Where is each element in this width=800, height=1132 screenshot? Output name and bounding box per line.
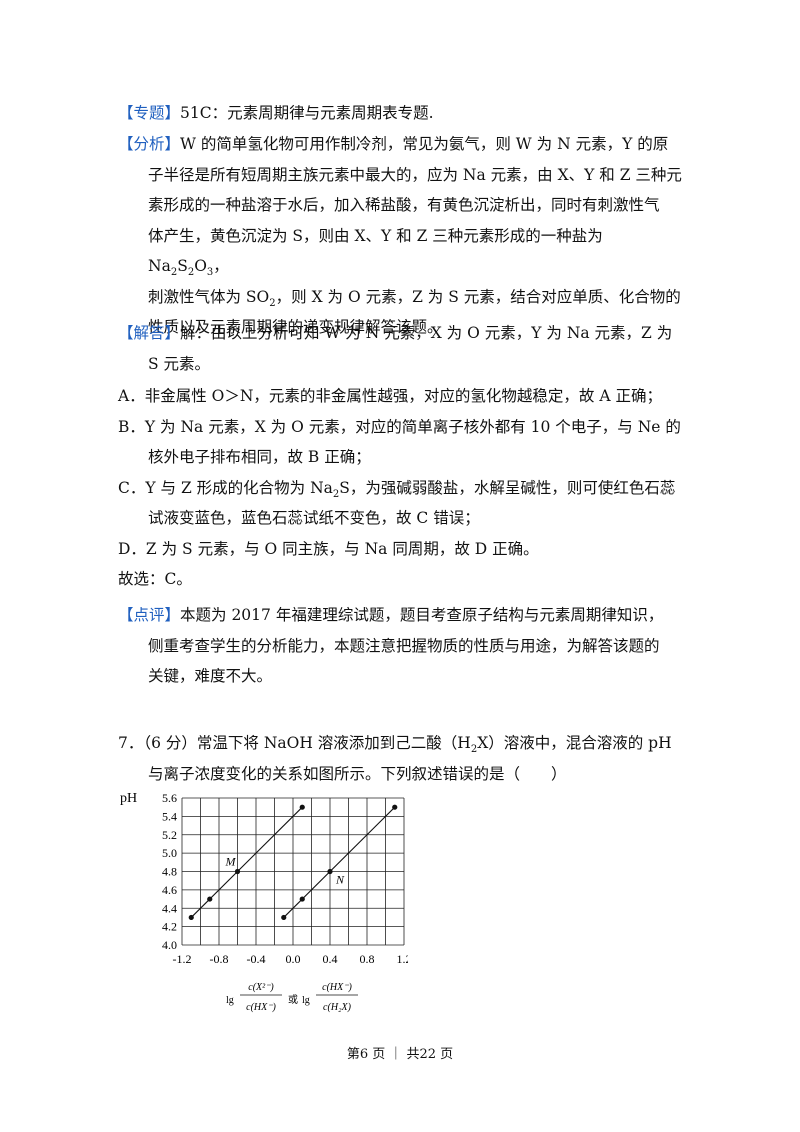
comment-line-3: 关键，难度不大。 — [148, 667, 273, 685]
series-label-M: M — [225, 855, 237, 869]
svg-text:c(H₂X): c(H₂X) — [323, 1002, 352, 1013]
analysis-block: 【分析】W 的简单氢化物可用作制冷剂，常见为氨气，则 W 为 N 元素，Y 的原… — [118, 129, 686, 343]
chart-ticks: 4.0 4.2 4.4 4.6 4.8 5.0 5.2 5.4 5.6 -1.2 -0.8 -0.4 0… — [162, 791, 408, 966]
chart-series: MN — [188, 804, 398, 921]
series-label-N: N — [335, 873, 345, 887]
ph-chart: 4.0 4.2 4.4 4.6 4.8 5.0 5.2 5.4 5.6 -1.2 -0.8 -0.4 0… — [120, 791, 408, 1013]
option-c-line-1: C．Y 与 Z 形成的化合物为 Na2S，为强碱弱酸盐，水解呈碱性，则可使红色石… — [118, 478, 676, 500]
y-axis-label: pH — [120, 791, 137, 806]
question-line-2: 与离子浓度变化的关系如图所示。下列叙述错误的是（ ） — [148, 764, 567, 783]
answer-line-2: S 元素。 — [148, 354, 211, 373]
series-line-M — [190, 806, 303, 918]
svg-text:c(X²⁻): c(X²⁻) — [248, 982, 274, 993]
x-tick-label: -0.8 — [210, 952, 229, 966]
comment-line-2: 侧重考查学生的分析能力，本题注意把握物质的性质与用途，为解答该题的 — [148, 636, 660, 655]
question-line-1: 7．（6 分）常温下将 NaOH 溶液添加到己二酸（H2X）溶液中，混合溶液的 … — [118, 734, 672, 756]
svg-text:c(HX⁻): c(HX⁻) — [246, 1002, 276, 1013]
analysis-line-3: 素形成的一种盐溶于水后，加入稀盐酸，有黄色沉淀析出，同时有刺激性气 — [148, 196, 660, 214]
svg-text:或: 或 — [288, 994, 298, 1006]
y-tick-label: 4.6 — [162, 883, 177, 897]
y-tick-label: 5.0 — [162, 846, 177, 860]
analysis-line-5: 刺激性气体为 SO2，则 X 为 O 元素，Z 为 S 元素，结合对应单质、化合… — [148, 287, 681, 309]
x-tick-label: 1.2 — [397, 952, 409, 966]
data-point-M — [188, 914, 194, 921]
data-point-M — [299, 804, 305, 810]
question-block: 7．（6 分）常温下将 NaOH 溶液添加到己二酸（H2X）溶液中，混合溶液的 … — [118, 728, 686, 789]
topic-line: 【专题】51C：元素周期律与元素周期表专题. — [118, 98, 686, 129]
choice-line: 故选：C。 — [118, 570, 192, 588]
answer-line-1: 解：由以上分析可知 W 为 N 元素，X 为 O 元素，Y 为 Na 元素，Z … — [180, 324, 673, 342]
x-tick-label: -0.4 — [247, 952, 266, 966]
data-point-M — [234, 868, 241, 875]
y-tick-label: 4.0 — [162, 938, 177, 952]
y-tick-label: 4.2 — [162, 920, 177, 934]
series-line-N — [283, 806, 396, 918]
comment-tag: 【点评】 — [118, 606, 181, 624]
x-axis-label: lg c(X²⁻) c(HX⁻) 或 lg c(HX⁻) c(H₂X) — [226, 982, 358, 1013]
option-c-line-2: 试液变蓝色，蓝色石蕊试纸不变色，故 C 错误； — [148, 509, 480, 527]
x-tick-label: -1.2 — [173, 952, 192, 966]
x-tick-label: 0.4 — [323, 952, 338, 966]
analysis-line-2: 子半径是所有短周期主族元素中最大的，应为 Na 元素，由 X、Y 和 Z 三种元 — [148, 165, 682, 184]
option-b-line-2: 核外电子排布相同，故 B 正确； — [148, 448, 371, 466]
y-tick-label: 4.8 — [162, 865, 177, 879]
page-footer: 第6 页 ｜ 共22 页 — [346, 1047, 454, 1062]
data-point-N — [281, 914, 287, 921]
y-tick-label: 4.4 — [162, 901, 177, 915]
comment-block: 【点评】本题为 2017 年福建理综试题，题目考查原子结构与元素周期律知识， 侧… — [118, 600, 686, 692]
analysis-line-4: 体产生，黄色沉淀为 S，则由 X、Y 和 Z 三种元素形成的一种盐为 Na2S2… — [148, 226, 603, 279]
answer-tag: 【解答】 — [118, 324, 181, 342]
chart-grid — [181, 797, 405, 946]
y-tick-label: 5.2 — [162, 828, 177, 842]
options-block: A．非金属性 O＞N，元素的非金属性越强，对应的氢化物越稳定，故 A 正确； B… — [118, 381, 686, 595]
svg-text:lg: lg — [302, 995, 310, 1006]
y-tick-label: 5.4 — [162, 809, 177, 823]
data-point-M — [207, 896, 213, 902]
option-b-line-1: B．Y 为 Na 元素，X 为 O 元素，对应的简单离子核外都有 10 个电子，… — [118, 417, 681, 436]
option-d: D．Z 为 S 元素，与 O 同主族，与 Na 同周期，故 D 正确。 — [118, 539, 539, 558]
analysis-line-1: W 的简单氢化物可用作制冷剂，常见为氨气，则 W 为 N 元素，Y 的原 — [180, 135, 669, 153]
svg-text:c(HX⁻): c(HX⁻) — [322, 982, 352, 993]
analysis-tag: 【分析】 — [118, 135, 181, 153]
comment-line-1: 本题为 2017 年福建理综试题，题目考查原子结构与元素周期律知识， — [180, 606, 664, 624]
option-a: A．非金属性 O＞N，元素的非金属性越强，对应的氢化物越稳定，故 A 正确； — [118, 387, 662, 405]
answer-block: 【解答】解：由以上分析可知 W 为 N 元素，X 为 O 元素，Y 为 Na 元… — [118, 318, 686, 379]
x-tick-label: 0.0 — [286, 952, 301, 966]
topic-text: 51C：元素周期律与元素周期表专题. — [180, 104, 434, 122]
data-point-N — [392, 804, 398, 810]
data-point-N — [299, 896, 305, 902]
data-point-N — [327, 868, 333, 875]
y-tick-label: 5.6 — [162, 791, 177, 805]
x-tick-label: 0.8 — [360, 952, 375, 966]
svg-text:lg: lg — [226, 995, 234, 1006]
topic-tag: 【专题】 — [118, 104, 181, 122]
analysis-line-6: 性质以及元素周期律的递变规律解答该题。 — [148, 318, 443, 336]
